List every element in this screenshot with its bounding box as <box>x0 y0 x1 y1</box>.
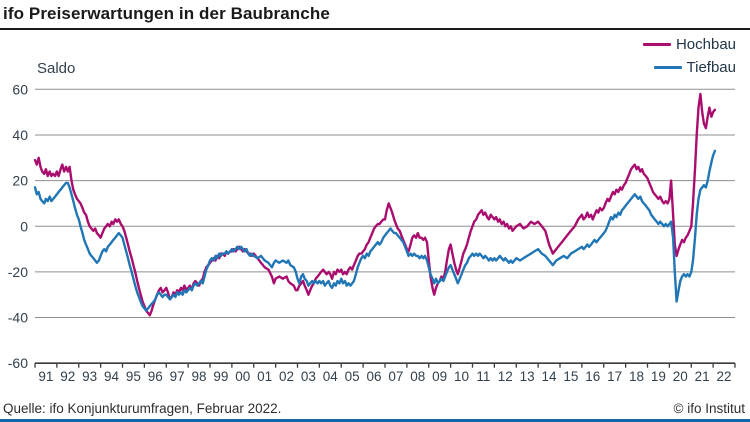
legend-label-tiefbau: Tiefbau <box>686 59 736 76</box>
series-line-hochbau <box>33 92 717 317</box>
x-tick-label: 96 <box>148 369 163 384</box>
x-tick-label: 10 <box>454 369 469 384</box>
x-tick-label: 93 <box>82 369 97 384</box>
x-tick-label: 94 <box>104 369 120 384</box>
x-tick-label: 21 <box>695 369 710 384</box>
y-tick-label: -40 <box>8 310 28 326</box>
y-tick-label: -20 <box>8 264 28 280</box>
bottom-accent-bar <box>0 419 750 422</box>
x-tick-label: 92 <box>60 369 75 384</box>
x-tick-label: 11 <box>476 369 490 384</box>
y-tick-label: 20 <box>12 173 28 189</box>
x-tick-label: 91 <box>38 369 53 384</box>
y-axis-unit-label: Saldo <box>37 60 76 77</box>
x-tick-label: 03 <box>301 369 316 384</box>
legend-item-tiefbau: Tiefbau <box>653 59 736 76</box>
x-tick-label: 18 <box>629 369 644 384</box>
x-tick-label: 13 <box>520 369 535 384</box>
x-tick-label: 17 <box>607 369 622 384</box>
x-tick-label: 20 <box>673 369 688 384</box>
x-tick-label: 98 <box>192 369 207 384</box>
x-tick-label: 05 <box>345 369 360 384</box>
title-underline <box>0 28 750 30</box>
legend-item-hochbau: Hochbau <box>642 36 736 53</box>
legend: Hochbau Tiefbau <box>642 36 736 76</box>
y-tick-label: 40 <box>12 127 28 143</box>
page-title: ifo Preiserwartungen in der Baubranche <box>3 4 330 23</box>
x-tick-label: 07 <box>388 369 403 384</box>
x-tick-label: 09 <box>432 369 447 384</box>
series-line-tiefbau <box>33 149 717 312</box>
source-note: Quelle: ifo Konjunkturumfragen, Februar … <box>3 401 282 416</box>
x-tick-label: 95 <box>126 369 141 384</box>
x-tick-label: 06 <box>367 369 382 384</box>
y-tick-label: -60 <box>8 355 28 371</box>
x-tick-label: 19 <box>651 369 666 384</box>
tiefbau-line-swatch <box>653 66 682 69</box>
x-tick-label: 99 <box>213 369 228 384</box>
copyright-note: © ifo Institut <box>673 401 745 416</box>
x-tick-label: 22 <box>717 369 732 384</box>
hochbau-line-swatch <box>642 43 671 46</box>
x-tick-label: 16 <box>585 369 600 384</box>
x-tick-label: 02 <box>279 369 294 384</box>
y-tick-label: 60 <box>12 81 28 97</box>
x-tick-label: 14 <box>542 369 558 384</box>
x-tick-label: 97 <box>170 369 185 384</box>
y-tick-label: 0 <box>20 218 28 234</box>
x-tick-label: 15 <box>563 369 578 384</box>
x-tick-label: 12 <box>498 369 513 384</box>
x-tick-label: 04 <box>323 369 339 384</box>
x-tick-label: 00 <box>235 369 250 384</box>
x-tick-label: 01 <box>257 369 272 384</box>
legend-label-hochbau: Hochbau <box>675 36 736 53</box>
x-tick-label: 08 <box>410 369 425 384</box>
